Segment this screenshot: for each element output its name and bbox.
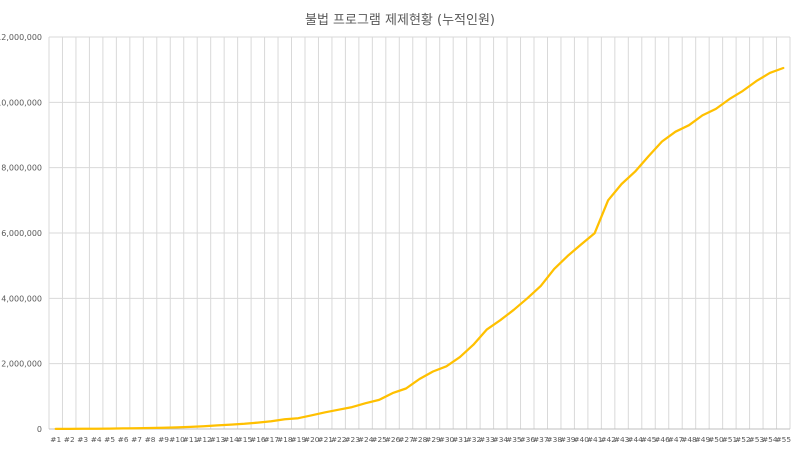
x-tick-label: #8 [145,435,156,444]
x-tick-label: #48 [681,435,697,444]
x-tick-label: #50 [708,435,724,444]
x-tick-label: #1 [50,435,61,444]
x-tick-label: #54 [762,435,778,444]
x-tick-label: #31 [452,435,468,444]
x-tick-label: #47 [668,435,684,444]
x-tick-label: #30 [439,435,455,444]
x-tick-label: #5 [104,435,115,444]
y-axis-tick-labels: 0 2,000,000 4,000,000 6,000,000 8,000,000 10,… [0,33,42,434]
x-tick-label: #55 [775,435,791,444]
x-tick-label: #20 [304,435,320,444]
x-tick-label: #52 [735,435,751,444]
x-tick-label: #18 [277,435,293,444]
x-tick-label: #39 [560,435,576,444]
x-tick-label: #11 [183,435,199,444]
x-tick-label: #35 [506,435,522,444]
x-tick-label: #3 [77,435,88,444]
y-tick-label: 2,000,000 [1,360,42,369]
x-tick-label: #34 [493,435,509,444]
x-tick-label: #36 [519,435,535,444]
x-tick-label: #38 [546,435,562,444]
x-tick-label: #51 [722,435,738,444]
y-tick-label: 8,000,000 [1,164,42,173]
x-tick-label: #43 [614,435,630,444]
y-tick-label: 4,000,000 [1,294,42,303]
x-tick-label: #6 [118,435,129,444]
x-tick-label: #28 [412,435,428,444]
x-tick-label: #17 [263,435,279,444]
x-tick-label: #26 [385,435,401,444]
x-axis-tick-labels: #1 #2 #3 #4 #5 #6 #7 #8 #9 #10#11#12#13#14#15#16#… [50,435,791,444]
x-tick-label: #37 [533,435,549,444]
x-tick-label: #21 [317,435,333,444]
x-tick-label: #40 [573,435,589,444]
x-tick-label: #49 [695,435,711,444]
vertical-gridlines [48,37,791,429]
x-tick-label: #22 [331,435,347,444]
x-tick-label: #12 [196,435,212,444]
x-tick-label: #41 [587,435,603,444]
x-tick-label: #45 [641,435,657,444]
series-line [54,66,785,431]
x-tick-label: #23 [344,435,360,444]
x-tick-label: #29 [425,435,441,444]
x-tick-label: #14 [223,435,239,444]
y-tick-label: 6,000,000 [1,229,42,238]
chart-title: 불법 프로그램 제제현황 (누적인원) [305,13,495,28]
x-tick-label: #44 [627,435,643,444]
x-tick-label: #4 [91,435,102,444]
horizontal-gridlines [49,36,790,365]
x-tick-label: #9 [158,435,169,444]
x-tick-label: #19 [290,435,306,444]
x-tick-label: #53 [749,435,765,444]
y-tick-label: 10,000,000 [0,98,42,107]
x-tick-label: #15 [237,435,253,444]
x-tick-label: #42 [600,435,616,444]
x-tick-label: #46 [654,435,670,444]
x-tick-label: #2 [64,435,75,444]
y-tick-label: 12,000,000 [0,33,42,42]
x-tick-label: #25 [371,435,387,444]
x-tick-label: #27 [398,435,414,444]
x-tick-label: #24 [358,435,374,444]
x-tick-label: #32 [466,435,482,444]
x-tick-label: #7 [131,435,142,444]
x-tick-label: #10 [169,435,185,444]
y-tick-label: 0 [37,425,42,434]
x-tick-label: #16 [250,435,266,444]
x-tick-label: #33 [479,435,495,444]
x-tick-label: #13 [210,435,226,444]
